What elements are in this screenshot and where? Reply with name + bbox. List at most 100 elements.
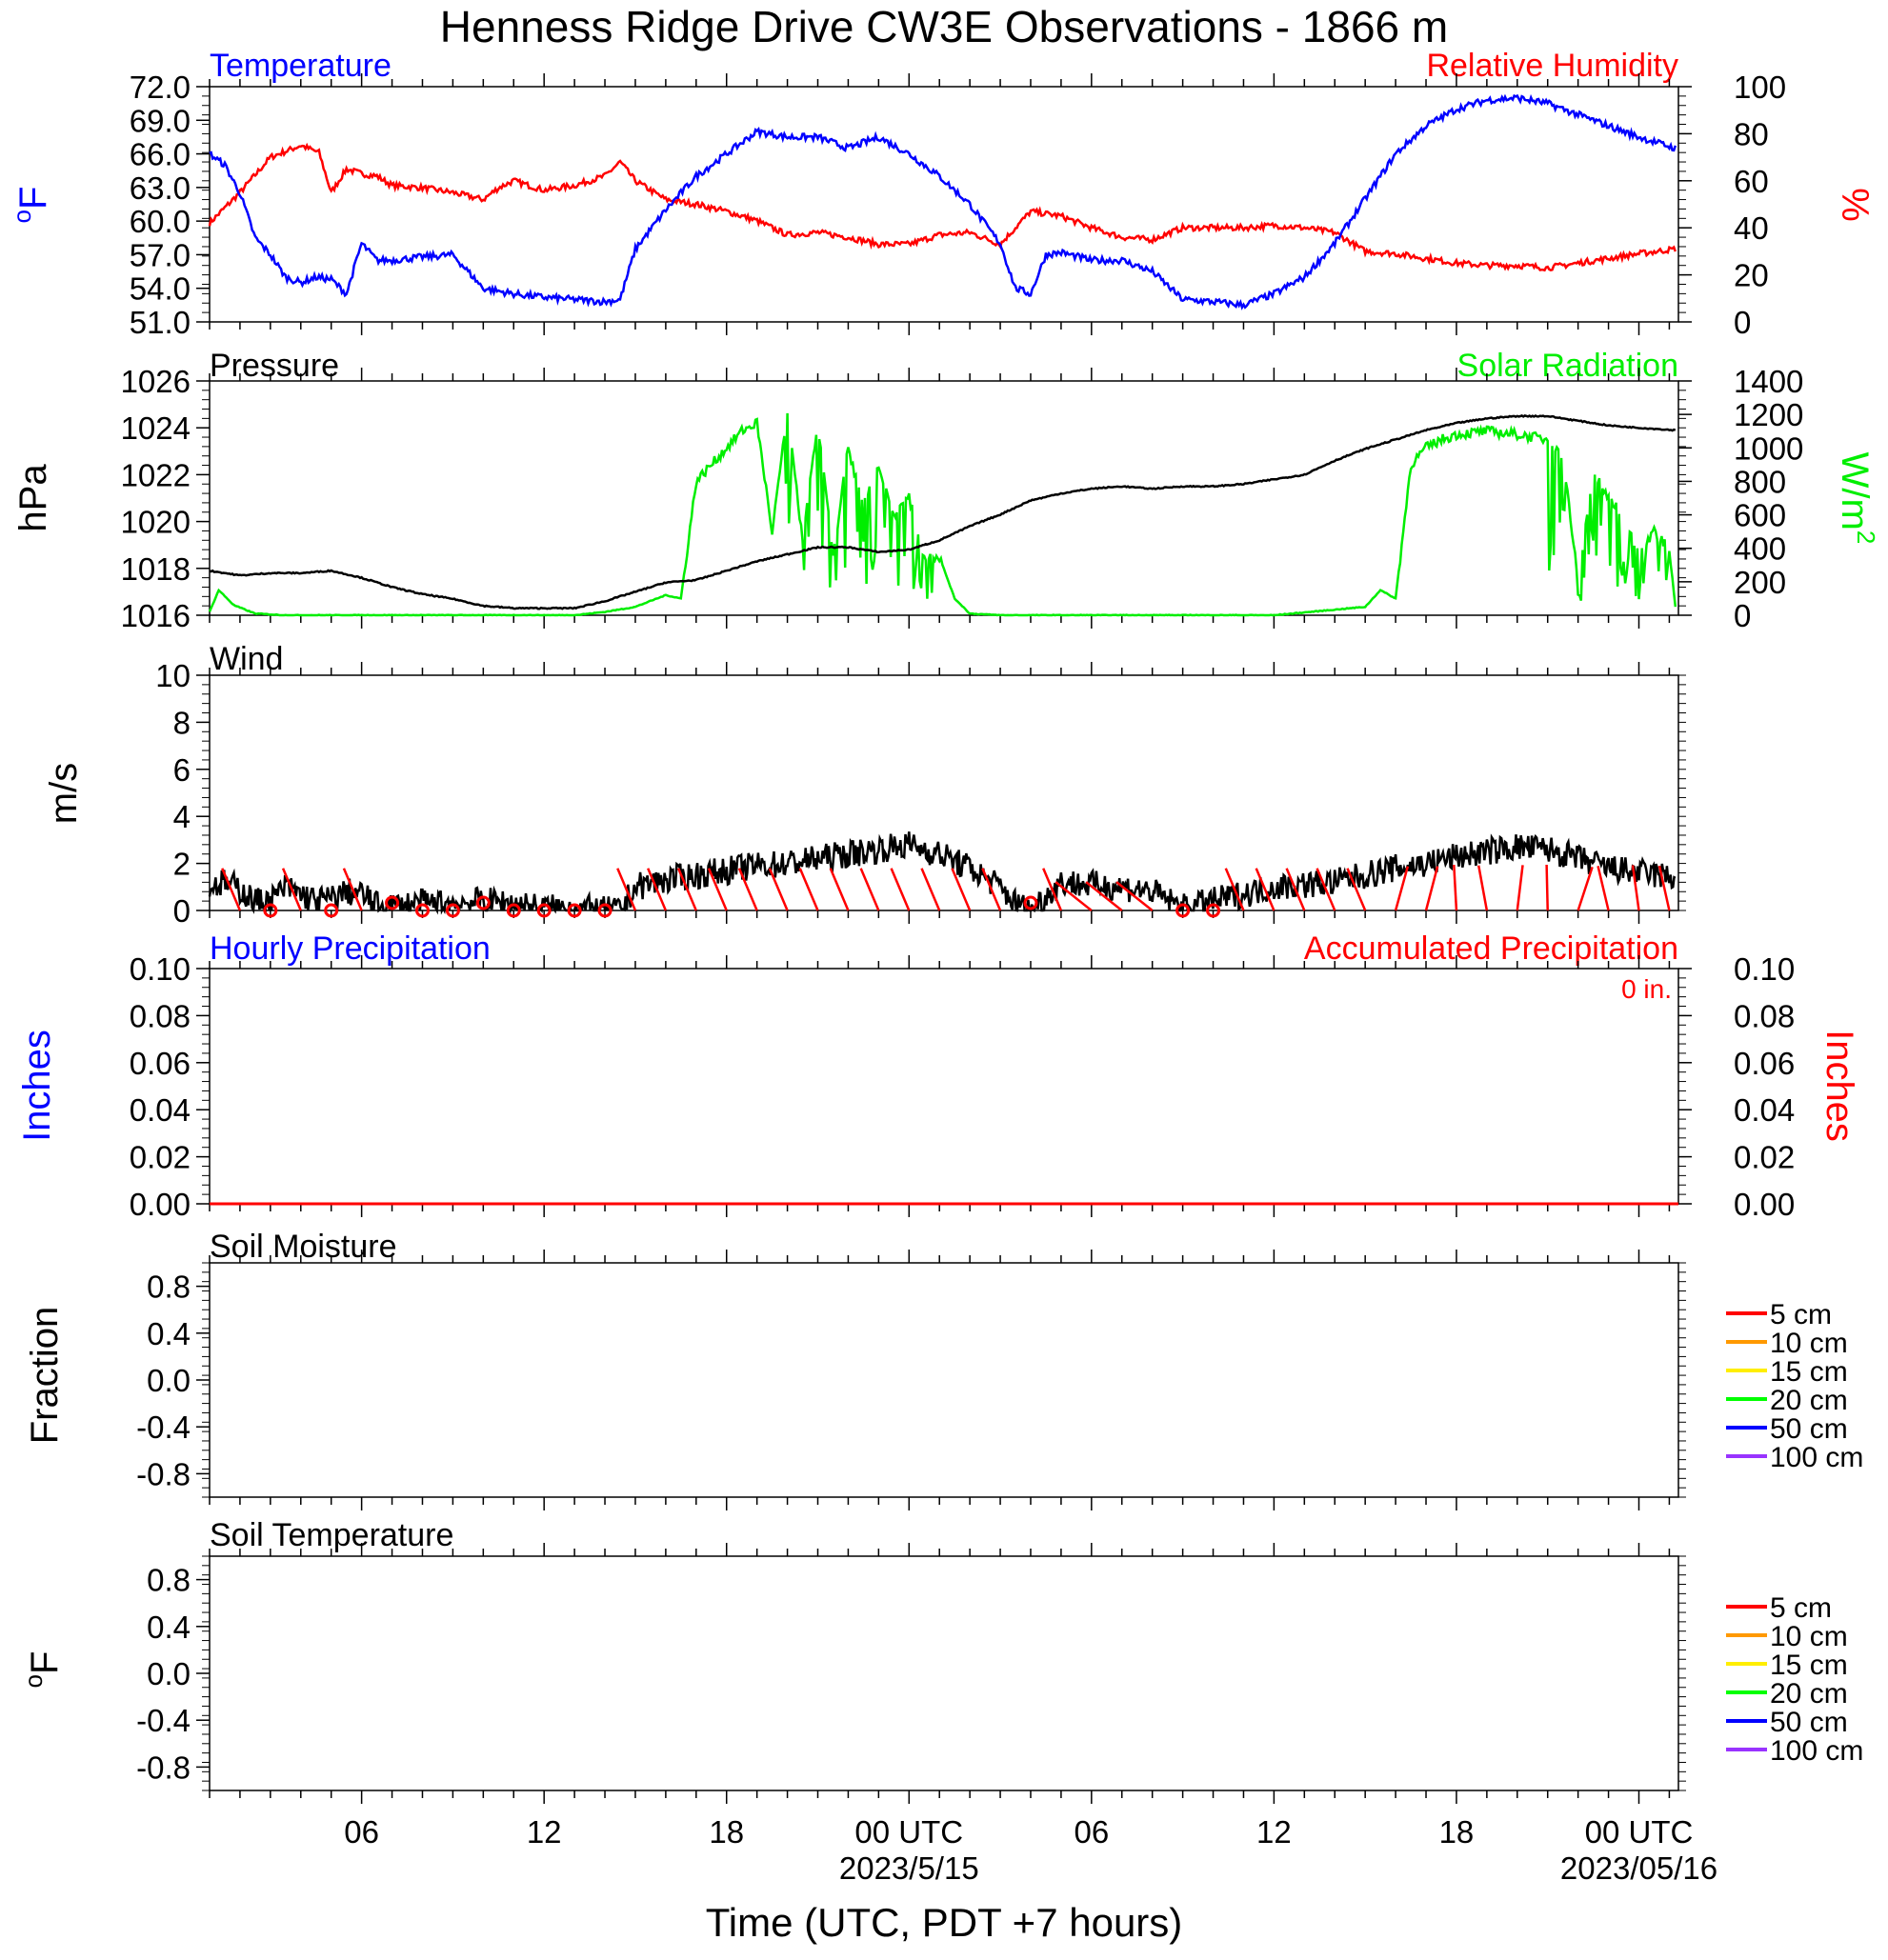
soil-temp-legend-label: 10 cm [1770,1621,1848,1652]
calm-wind-marker [506,903,521,918]
wind-barb [1597,866,1610,911]
wind-barb [1042,868,1063,911]
temperature-line [209,93,1677,310]
soil-temp-legend-label: 20 cm [1770,1678,1848,1710]
precip-right-axis-tick-label: 0.10 [1734,951,1795,987]
wind-barb [951,868,972,911]
wind-barb [707,868,728,911]
humidity-title: Relative Humidity [1426,48,1678,84]
calm-wind-marker [414,903,430,918]
calm-wind-marker [263,903,278,918]
soil-temp-axis-label: oF [19,1651,66,1689]
soil-moisture-legend-label: 15 cm [1770,1356,1848,1388]
wind-barb [1285,868,1306,911]
x-tick-label: 00 UTC [854,1814,963,1850]
wind-axis-label: m/s [43,763,85,824]
wind-barb [768,868,789,911]
solar-axis-tick-label: 1400 [1734,364,1803,399]
accum-precip-title: Accumulated Precipitation [1304,930,1678,967]
pressure-title: Pressure [210,348,339,384]
soil-temp-legend-label: 5 cm [1770,1592,1832,1624]
wind-barb [737,868,758,911]
humidity-unit-label: % [1834,188,1876,222]
precip-right-axis-tick-label: 0.08 [1734,998,1795,1033]
wind-barb [981,868,1002,911]
wind-axis-tick-label: 2 [173,847,191,882]
solar-axis-tick-label: 400 [1734,531,1786,567]
wind-barb [1346,868,1367,911]
pressure-axis-tick-label: 1022 [121,457,191,492]
wind-barb [1577,867,1594,911]
humidity-axis-tick-label: 20 [1734,258,1769,293]
pressure-panel: Pressure Solar Radiation hPa W/m2 1016 10… [12,348,1880,633]
calm-wind-marker [567,903,582,918]
wind-axis-tick-label: 0 [173,893,191,929]
wind-barb [1453,865,1458,911]
precip-right-axis-tick-label: 0.06 [1734,1046,1795,1081]
wind-barb [1545,864,1549,911]
wind-axis-tick-label: 6 [173,752,191,788]
x-tick-label: 12 [527,1814,562,1850]
calm-wind-marker [597,903,613,918]
solar-unit-sup: 2 [1852,530,1880,544]
temperature-axis-tick-label: 69.0 [130,103,191,138]
wind-speed-line [208,831,1677,915]
soil-temp-axis-tick-label: 0.8 [147,1563,191,1598]
humidity-axis-tick-label: 80 [1734,116,1769,151]
pressure-unit-label: hPa [12,464,54,532]
x-tick-label: 18 [1439,1814,1475,1850]
soil-moisture-axis-tick-label: 0.0 [147,1363,191,1398]
wind-barb [616,868,637,911]
precip-left-axis-tick-label: 0.00 [130,1187,191,1222]
precip-right-unit-label: Inches [1818,1030,1860,1142]
solar-axis-tick-label: 0 [1734,598,1751,633]
soil-moisture-frame [209,1262,1679,1498]
solar-axis-tick-label: 200 [1734,565,1786,600]
soil-temp-legend-label: 100 cm [1770,1735,1863,1767]
wind-barb [920,868,941,911]
temperature-axis-tick-label: 66.0 [130,137,191,172]
soil-temp-unit-label: oF [19,1651,66,1689]
pressure-axis-tick-label: 1020 [121,505,191,540]
pressure-axis-label: hPa [12,464,54,532]
solar-title: Solar Radiation [1457,348,1678,384]
temperature-panel: Temperature Relative Humidity oF % 51.05… [8,48,1876,340]
accum-precip-total: 0 in. [1621,974,1672,1004]
humidity-axis-tick-label: 0 [1734,305,1751,340]
calm-wind-marker [1023,895,1038,910]
temperature-unit-label: oF [8,187,54,224]
precip-right-axis-tick-label: 0.02 [1734,1140,1795,1175]
x-tick-label: 00 UTC [1585,1814,1694,1850]
wind-title: Wind [210,641,283,677]
wind-frame [209,674,1679,911]
pressure-axis-tick-label: 1018 [121,551,191,587]
calm-wind-marker [1175,903,1191,918]
hourly-precip-title: Hourly Precipitation [210,930,491,967]
soil-temp-title: Soil Temperature [210,1517,453,1553]
soil-moisture-axis-tick-label: 0.8 [147,1270,191,1305]
wind-barb [281,868,302,911]
soil-moisture-title: Soil Moisture [210,1229,397,1265]
x-axis-title: Time (UTC, PDT +7 hours) [706,1900,1183,1945]
humidity-axis-tick-label: 100 [1734,70,1786,105]
pressure-axis-tick-label: 1024 [121,410,191,446]
precip-left-unit-label: Inches [16,1030,58,1142]
soil-moisture-unit-label: Fraction [24,1307,66,1445]
precip-left-axis-tick-label: 0.04 [130,1092,191,1128]
pressure-axis-tick-label: 1016 [121,598,191,633]
wind-barb [1394,866,1410,911]
wind-barb [1316,868,1336,911]
wind-barb [798,868,819,911]
temperature-axis-tick-label: 60.0 [130,204,191,239]
x-tick-label: 12 [1256,1814,1292,1850]
x-date-label: 2023/05/16 [1560,1850,1717,1886]
humidity-axis-label: % [1834,188,1876,222]
precip-panel: Hourly Precipitation Accumulated Precipi… [16,930,1860,1222]
wind-axis-tick-label: 8 [173,705,191,740]
temperature-axis-label: oF [8,187,54,224]
wind-unit-label: m/s [43,763,85,824]
